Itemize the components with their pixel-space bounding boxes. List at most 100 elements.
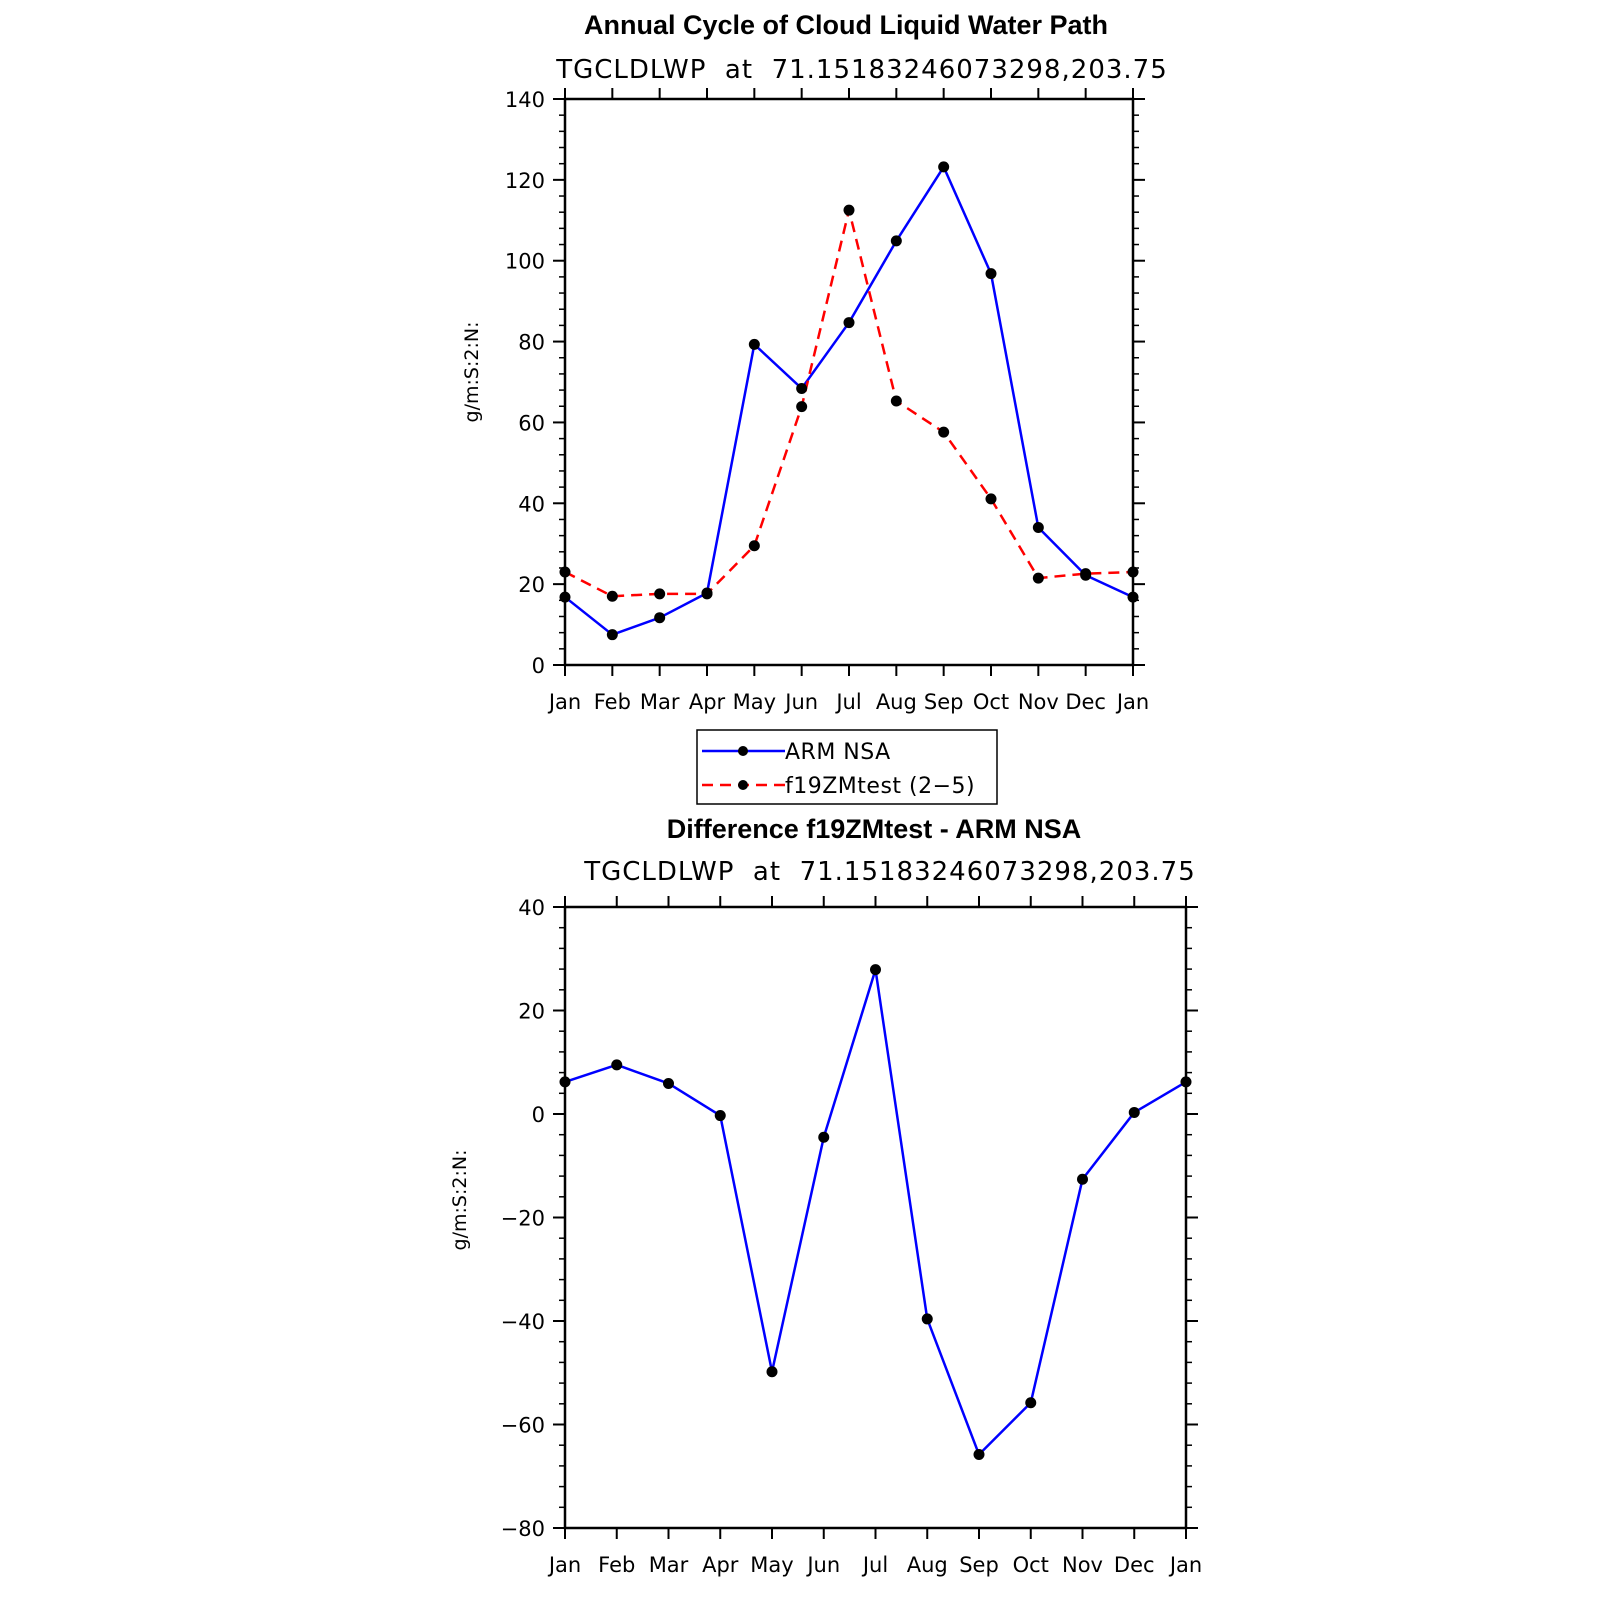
legend-box	[696, 729, 998, 805]
bottom-y-tick-label: −20	[501, 1207, 545, 1231]
bottom-chart-title: Difference f19ZMtest - ARM NSA	[667, 814, 1082, 844]
top-x-tick-label: Jun	[783, 690, 818, 714]
top-y-tick-label: 120	[505, 169, 545, 193]
top-series-point	[938, 426, 950, 438]
top-series-point	[1032, 522, 1044, 534]
top-y-tick-label: 20	[518, 573, 545, 597]
top-series-point	[559, 591, 571, 603]
top-series-points	[559, 161, 1139, 641]
bottom-y-axis-label: g/m:S:2:N:	[449, 1150, 471, 1251]
top-y-axis-label: g/m:S:2:N:	[461, 322, 483, 423]
bottom-series-point	[921, 1313, 933, 1325]
top-y-tick-label: 140	[505, 88, 545, 112]
bottom-x-tick-label: Jun	[805, 1553, 840, 1577]
top-x-tick-label: Feb	[594, 690, 631, 714]
top-series-point	[985, 268, 997, 280]
top-series-point	[796, 401, 808, 413]
top-x-tick-label: Oct	[973, 690, 1009, 714]
top-series-point	[654, 612, 666, 624]
bottom-x-tick-label: May	[750, 1553, 793, 1577]
bottom-y-tick-label: −40	[501, 1310, 545, 1334]
bottom-series-point	[611, 1059, 623, 1071]
bottom-plot-frame	[563, 905, 1188, 1530]
top-series-point	[890, 395, 902, 407]
bottom-y-tick-label: 40	[518, 896, 545, 920]
top-x-tick-label: Aug	[876, 690, 917, 714]
bottom-x-tick-label: Apr	[702, 1553, 739, 1577]
bottom-series-point	[1077, 1173, 1088, 1185]
legend-marker-f19zmtest	[738, 780, 748, 790]
top-series-point	[1080, 568, 1092, 580]
bottom-series-point	[663, 1077, 674, 1089]
top-series-point	[843, 317, 855, 329]
top-series-point	[1127, 591, 1139, 603]
top-x-tick-label: Jan	[1115, 690, 1149, 714]
top-plot-frame	[563, 97, 1135, 667]
top-series-point	[701, 588, 713, 600]
top-series-point	[748, 540, 760, 552]
top-series-point	[559, 566, 571, 578]
bottom-series-point	[766, 1366, 778, 1378]
top-series-point	[1032, 572, 1044, 584]
top-x-tick-label: May	[733, 690, 776, 714]
top-series-point	[985, 493, 997, 505]
bottom-axes	[553, 896, 1198, 1539]
bottom-x-tick-label: Mar	[649, 1553, 689, 1577]
bottom-series-point	[559, 1076, 571, 1088]
top-series-point	[748, 338, 760, 350]
bottom-series-point	[973, 1449, 985, 1461]
bottom-series-points	[559, 964, 1192, 1461]
top-series-lines	[564, 165, 1134, 636]
top-x-tick-label: Dec	[1065, 690, 1106, 714]
bottom-x-tick-label: Feb	[598, 1553, 635, 1577]
top-chart-title: Annual Cycle of Cloud Liquid Water Path	[584, 10, 1108, 40]
bottom-y-tick-label: −60	[501, 1414, 545, 1438]
top-series-line-0	[564, 165, 1134, 636]
top-series-point	[843, 204, 855, 216]
top-series-point	[938, 161, 950, 173]
bottom-x-tick-label: Nov	[1062, 1553, 1103, 1577]
top-series-point	[606, 629, 618, 641]
top-axes	[553, 88, 1145, 676]
top-series-point	[606, 590, 618, 602]
difference-panel: Difference f19ZMtest - ARM NSA TGCLDLWP …	[449, 814, 1202, 1577]
top-y-tick-label: 60	[518, 411, 545, 435]
legend-marker-arm-nsa	[738, 746, 748, 756]
top-x-tick-label: Sep	[924, 690, 964, 714]
bottom-series-lines	[564, 968, 1187, 1456]
bottom-x-tick-label: Oct	[1013, 1553, 1049, 1577]
legend-label-arm-nsa: ARM NSA	[785, 740, 891, 765]
bottom-y-tick-label: 20	[518, 1000, 545, 1024]
top-tick-labels: Jan Feb Mar Apr May Jun Jul Aug Sep Oct Nov Dec Jan0…	[505, 88, 1149, 714]
bottom-series-point	[1180, 1076, 1192, 1088]
top-series-point	[890, 235, 902, 247]
top-chart-subtitle: TGCLDLWP at 71.15183246073298,203.75	[555, 55, 1168, 85]
bottom-x-tick-label: Jan	[547, 1553, 581, 1577]
bottom-chart-subtitle: TGCLDLWP at 71.15183246073298,203.75	[583, 857, 1196, 887]
top-y-tick-label: 100	[505, 250, 545, 274]
bottom-y-tick-label: −80	[501, 1517, 545, 1541]
top-series-point	[1127, 566, 1139, 578]
top-series-point	[654, 588, 666, 600]
legend: ARM NSA f19ZMtest (2−5)	[696, 729, 998, 805]
bottom-series-point	[1025, 1397, 1037, 1409]
top-x-tick-label: Apr	[689, 690, 726, 714]
top-y-tick-label: 80	[518, 331, 545, 355]
bottom-series-point	[818, 1131, 830, 1143]
top-y-tick-label: 40	[518, 492, 545, 516]
top-x-tick-label: Jan	[547, 690, 581, 714]
bottom-series-point	[1128, 1106, 1140, 1118]
top-series-point	[796, 382, 808, 394]
legend-label-f19zmtest: f19ZMtest (2−5)	[785, 774, 975, 799]
top-x-tick-label: Nov	[1018, 690, 1059, 714]
bottom-y-tick-label: 0	[532, 1103, 545, 1127]
bottom-series-point	[870, 964, 881, 976]
bottom-x-tick-label: Jan	[1168, 1553, 1202, 1577]
bottom-x-tick-label: Sep	[959, 1553, 999, 1577]
bottom-x-tick-label: Dec	[1114, 1553, 1155, 1577]
top-y-tick-label: 0	[532, 654, 545, 678]
bottom-tick-labels: Jan Feb Mar Apr May Jun Jul Aug Sep Oct Nov Dec Jan−…	[501, 896, 1203, 1577]
bottom-series-point	[714, 1110, 726, 1122]
bottom-series-line-0	[564, 968, 1187, 1456]
